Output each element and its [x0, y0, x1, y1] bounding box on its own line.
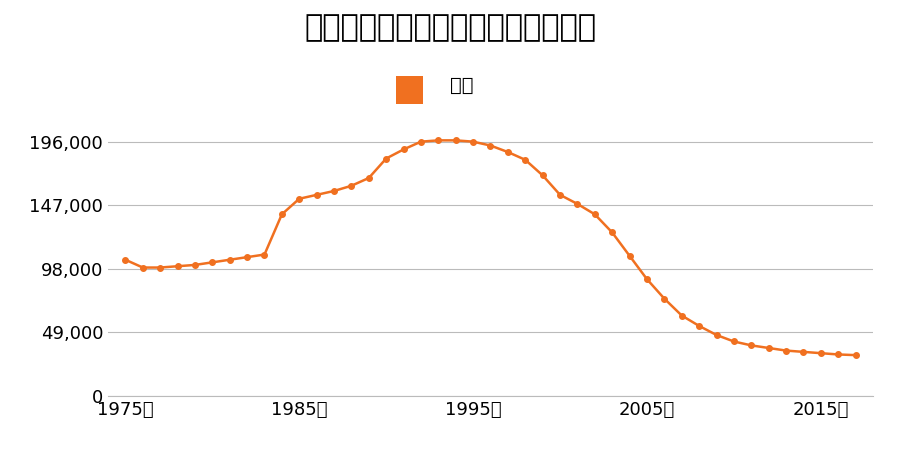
Text: 北海道滝川市本町５番４の地価推移: 北海道滝川市本町５番４の地価推移 — [304, 14, 596, 42]
Text: 価格: 価格 — [450, 76, 473, 95]
